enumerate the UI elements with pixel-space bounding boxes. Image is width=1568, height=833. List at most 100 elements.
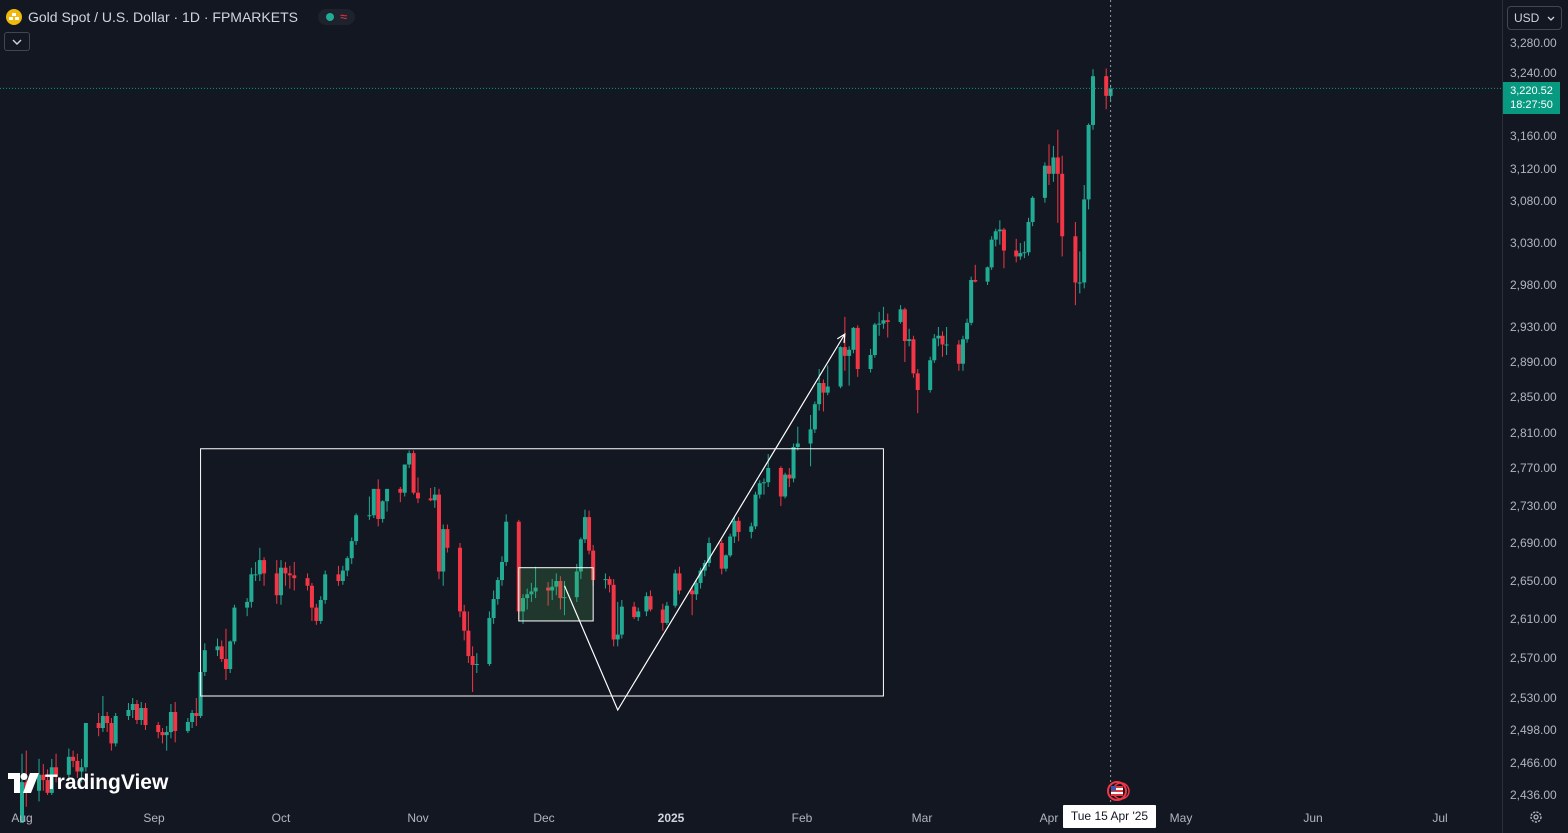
candle [985, 266, 990, 285]
candle-body [932, 338, 937, 361]
status-pills[interactable]: ≈ [317, 9, 356, 25]
candle-body [719, 543, 724, 569]
candle [587, 510, 592, 555]
candle-body [868, 355, 873, 369]
candle-body [795, 443, 800, 447]
candle [1055, 129, 1060, 223]
candle [215, 638, 220, 657]
candle-body [993, 231, 998, 240]
candle [885, 313, 890, 338]
candle [105, 712, 110, 733]
currency-select[interactable]: USD [1507, 6, 1562, 30]
candle [956, 340, 961, 371]
candle-body [673, 573, 678, 606]
candle [1022, 241, 1027, 259]
candle [795, 426, 800, 451]
candle [766, 454, 771, 487]
candle [194, 698, 199, 726]
us-flag-icon[interactable] [1107, 781, 1130, 801]
candle [45, 769, 50, 795]
price-axis[interactable]: 3,280.00 3,240.00 3,160.00 3,120.00 3,080.00… [1510, 36, 1557, 802]
candle [736, 517, 741, 542]
time-tick-label: May [1170, 811, 1193, 825]
candle-body [855, 327, 860, 369]
candle [354, 513, 359, 545]
candle-body [458, 547, 462, 612]
candle-body [847, 349, 852, 356]
candle-body [407, 453, 412, 465]
time-tick-label: Mar [912, 811, 933, 825]
candle-body [761, 482, 766, 484]
candle [1001, 227, 1006, 269]
price-axis-border [1502, 0, 1503, 833]
candle [778, 466, 783, 506]
candle [428, 487, 433, 502]
candle-body [757, 483, 762, 495]
price-tick-label: 2,980.00 [1510, 278, 1557, 292]
candle-body [223, 659, 228, 669]
candle [470, 646, 475, 692]
candle-body [562, 597, 567, 599]
time-tick-label: Oct [272, 811, 291, 825]
candle [732, 517, 737, 543]
candle [989, 236, 994, 270]
candle [407, 450, 412, 468]
consolidation-box[interactable] [518, 567, 594, 622]
candle-body [787, 474, 792, 479]
candle [546, 581, 551, 606]
gear-icon[interactable] [1529, 810, 1543, 824]
time-tick-label: Jul [1432, 811, 1447, 825]
gold-coin-icon [6, 9, 22, 25]
candle [615, 601, 620, 647]
symbol-header[interactable]: Gold Spot / U.S. Dollar · 1D · FPMARKETS… [6, 7, 356, 27]
candle-body [45, 780, 50, 793]
candle [143, 703, 148, 730]
candle-body [173, 712, 178, 732]
candle [812, 401, 817, 433]
projection-path[interactable] [563, 333, 846, 712]
candle [1091, 69, 1095, 130]
candle [821, 379, 826, 412]
candle-body [997, 229, 1002, 232]
candle [644, 592, 649, 617]
candle [257, 547, 262, 581]
time-tick-label: Feb [792, 811, 813, 825]
candle [279, 560, 283, 605]
candle [274, 560, 279, 604]
tradingview-logo[interactable]: TradingView [8, 771, 168, 795]
candle [761, 478, 766, 495]
candle [336, 565, 341, 586]
price-tick-label: 2,498.00 [1510, 723, 1557, 737]
drawing-annotations[interactable] [200, 332, 884, 712]
candle [1026, 217, 1031, 256]
candle [139, 702, 144, 725]
candle [168, 704, 173, 739]
candle [487, 611, 492, 666]
time-axis[interactable]: Aug Sep Oct Nov Dec 2025 Feb Mar Apr May Jun Jul [11, 811, 1447, 825]
candle-body [411, 453, 416, 493]
candle-body [504, 521, 509, 562]
candle [173, 702, 178, 743]
candle-body [202, 650, 207, 672]
candle-body [37, 774, 42, 791]
candle-body [134, 704, 139, 720]
candle [398, 487, 403, 503]
price-tick-label: 3,240.00 [1510, 66, 1557, 80]
candle-body [525, 594, 530, 599]
collapse-legend-button[interactable] [4, 32, 30, 51]
candle [965, 318, 970, 343]
candle [1030, 196, 1035, 227]
status-dot-icon [325, 13, 334, 21]
candle [868, 348, 873, 373]
candle [340, 565, 345, 585]
time-tick-label: 2025 [658, 811, 685, 825]
candle-body [550, 586, 555, 591]
symbol-title[interactable]: Gold Spot / U.S. Dollar · 1D · FPMARKETS [28, 9, 298, 25]
candle-body [881, 320, 886, 324]
candle-body [168, 712, 173, 733]
candle [529, 582, 534, 602]
range-box[interactable] [200, 448, 884, 697]
candle-body [1060, 173, 1065, 237]
candle [632, 601, 637, 619]
